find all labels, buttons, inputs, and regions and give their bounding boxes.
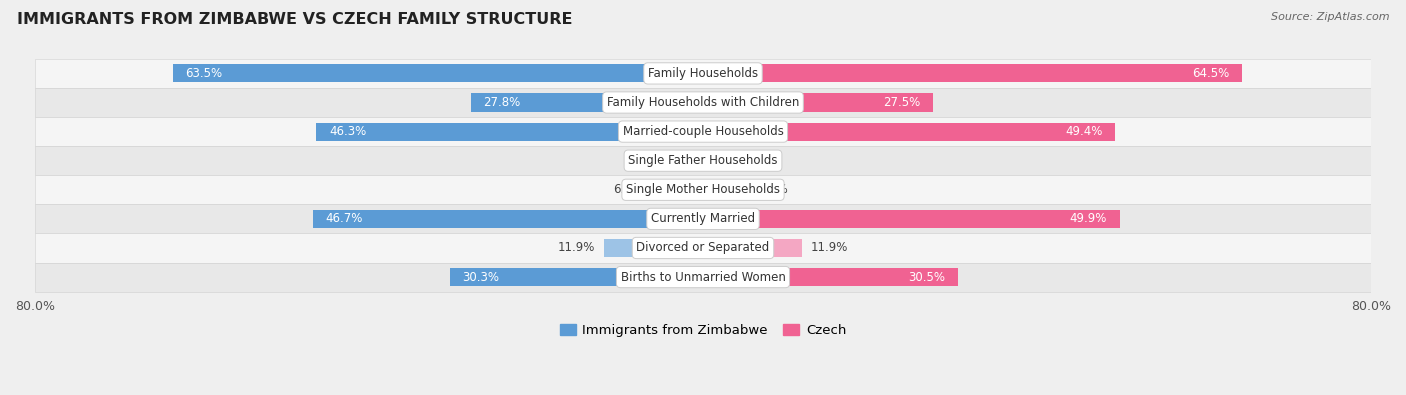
Text: 6.2%: 6.2%: [613, 183, 643, 196]
Bar: [35, 59, 1371, 88]
Bar: [314, 210, 703, 228]
Text: Family Households with Children: Family Households with Children: [607, 96, 799, 109]
Bar: [703, 64, 1241, 83]
Bar: [703, 268, 957, 286]
Bar: [35, 117, 1371, 146]
Bar: [35, 233, 1371, 263]
Bar: [703, 122, 1115, 141]
Bar: [603, 239, 703, 257]
Text: 2.3%: 2.3%: [731, 154, 761, 167]
Text: Family Households: Family Households: [648, 67, 758, 80]
Bar: [173, 64, 703, 83]
Text: Currently Married: Currently Married: [651, 213, 755, 226]
Bar: [35, 204, 1371, 233]
Text: Single Father Households: Single Father Households: [628, 154, 778, 167]
Text: 27.8%: 27.8%: [484, 96, 520, 109]
Bar: [316, 122, 703, 141]
Text: Source: ZipAtlas.com: Source: ZipAtlas.com: [1271, 12, 1389, 22]
Text: 11.9%: 11.9%: [558, 241, 595, 254]
Bar: [703, 210, 1119, 228]
Text: 49.9%: 49.9%: [1070, 213, 1107, 226]
Text: 2.2%: 2.2%: [647, 154, 676, 167]
Legend: Immigrants from Zimbabwe, Czech: Immigrants from Zimbabwe, Czech: [554, 319, 852, 342]
Text: 30.5%: 30.5%: [908, 271, 945, 284]
Bar: [703, 181, 749, 199]
Text: Married-couple Households: Married-couple Households: [623, 125, 783, 138]
Bar: [703, 239, 803, 257]
Bar: [35, 175, 1371, 204]
Bar: [450, 268, 703, 286]
Text: 11.9%: 11.9%: [811, 241, 848, 254]
Text: 30.3%: 30.3%: [463, 271, 499, 284]
Bar: [703, 152, 723, 170]
Text: 49.4%: 49.4%: [1066, 125, 1102, 138]
Text: Divorced or Separated: Divorced or Separated: [637, 241, 769, 254]
Bar: [35, 263, 1371, 292]
Text: 27.5%: 27.5%: [883, 96, 920, 109]
Text: 64.5%: 64.5%: [1192, 67, 1229, 80]
Bar: [651, 181, 703, 199]
Bar: [35, 88, 1371, 117]
Bar: [685, 152, 703, 170]
Bar: [35, 146, 1371, 175]
Text: IMMIGRANTS FROM ZIMBABWE VS CZECH FAMILY STRUCTURE: IMMIGRANTS FROM ZIMBABWE VS CZECH FAMILY…: [17, 12, 572, 27]
Bar: [471, 94, 703, 111]
Text: 46.7%: 46.7%: [326, 213, 363, 226]
Text: 5.6%: 5.6%: [758, 183, 787, 196]
Text: Single Mother Households: Single Mother Households: [626, 183, 780, 196]
Text: 46.3%: 46.3%: [329, 125, 366, 138]
Bar: [703, 94, 932, 111]
Text: Births to Unmarried Women: Births to Unmarried Women: [620, 271, 786, 284]
Text: 63.5%: 63.5%: [186, 67, 222, 80]
